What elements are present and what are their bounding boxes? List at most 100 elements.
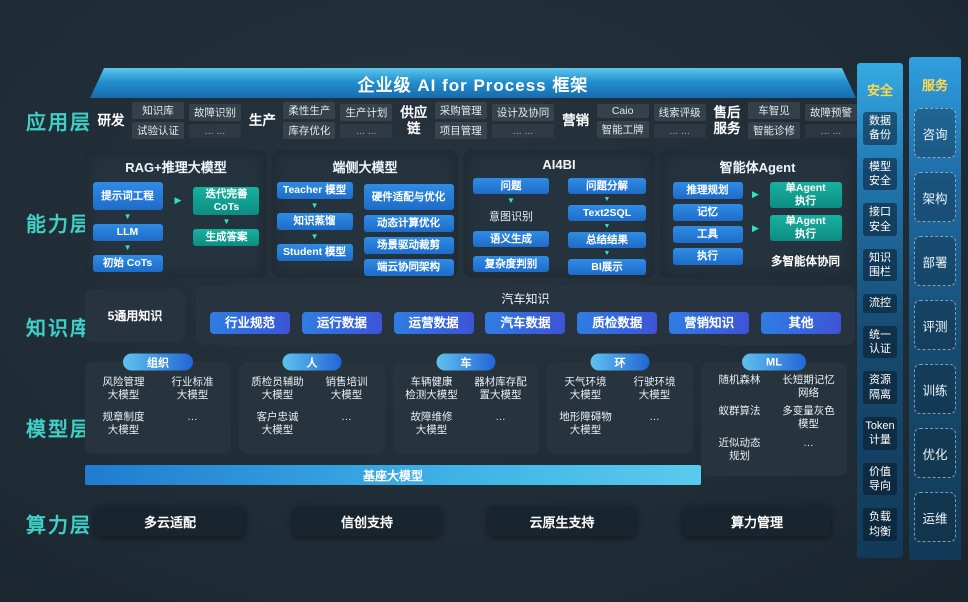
app-col: 采购管理 项目管理 — [434, 102, 487, 139]
security-item: 接口安全 — [863, 203, 897, 236]
compute-item-cloud-native: 云原生支持 — [488, 506, 636, 536]
security-header: 安全 — [866, 83, 893, 99]
app-section-after-sales: 售后服务 车智见 智能诊修 故障预警 ... ... — [711, 102, 857, 139]
model-cells: 天气环境 大模型 行驶环境 大模型 地形障碍物 大模型 … — [547, 362, 693, 442]
app-col: 故障识别 ... ... — [189, 103, 241, 138]
app-item: 线索评级 — [653, 103, 706, 121]
app-section-marketing: 营销 Caio 智能工牌 线索评级 ... ... — [560, 103, 706, 138]
service-item: 咨询 — [914, 108, 956, 158]
flow-node: 提示词工程 — [92, 182, 163, 210]
model-cell: 客户忠诚 大模型 — [256, 411, 299, 437]
flow-node: 生成答案 — [193, 229, 260, 246]
app-section-name: 生产 — [248, 112, 276, 128]
services-header: 服务 — [921, 78, 948, 93]
flow-column: 提示词工程 ▼ LLM ▼ 初始 CoTs — [91, 182, 165, 272]
flow-node: 单Agent 执行 — [769, 182, 842, 208]
app-section-rnd: 研发 知识库 试验认证 故障识别 ... ... — [95, 102, 241, 139]
cap-body: 推理规划 记忆 工具 执行 ▶ ▶ 单Agent 执行 单Agent 执行 多智… — [660, 176, 855, 269]
model-cell: 规章制度 大模型 — [102, 411, 145, 437]
app-item: 智能诊修 — [748, 122, 800, 139]
app-col: Caio 智能工牌 — [596, 103, 649, 138]
flow-node: 端云协同架构 — [363, 259, 454, 276]
service-item: 架构 — [914, 172, 956, 222]
model-cell: 蚁群算法 — [718, 405, 761, 418]
model-cells: 车辆健康 检测大模型 器材库存配 置大模型 故障维修 大模型 … — [393, 362, 539, 442]
flow-text: 意图识别 — [489, 211, 533, 223]
app-section-name: 研发 — [97, 112, 125, 128]
flow-node: Teacher 模型 — [276, 182, 353, 199]
flow-node: LLM — [92, 224, 163, 241]
flow-column: 单Agent 执行 单Agent 执行 多智能体协同 — [768, 182, 844, 269]
knowledge-item-button: 行业规范 — [210, 312, 290, 334]
app-item: Caio — [596, 103, 649, 118]
model-cell: 车辆健康 检测大模型 — [405, 376, 458, 402]
model-cell: … — [649, 411, 660, 424]
flow-node: 场景驱动裁剪 — [363, 237, 454, 254]
model-cell: 行业标准 大模型 — [171, 376, 214, 402]
flow-node: 工具 — [672, 226, 743, 243]
app-col: 线索评级 ... ... — [653, 103, 706, 138]
model-group-pill: 环 — [590, 353, 650, 371]
multi-agent-note: 多智能体协同 — [771, 256, 840, 268]
capability-layer-row: RAG+推理大模型 提示词工程 ▼ LLM ▼ 初始 CoTs ▶ 迭代完善 C… — [85, 150, 855, 278]
flow-column: Teacher 模型 ▼ 知识蒸馏 ▼ Student 模型 — [276, 182, 353, 276]
app-item: 故障预警 — [805, 103, 857, 121]
app-col: 故障预警 ... ... — [805, 103, 857, 138]
model-cell: … — [187, 411, 198, 424]
security-item: Token计量 — [863, 417, 897, 450]
capability-box-title: AI4BI — [542, 157, 576, 172]
app-item: 车智见 — [748, 102, 800, 119]
app-item: 柔性生产 — [283, 102, 336, 119]
arrow-down-icon: ▼ — [123, 243, 132, 252]
flow-node: 动态计算优化 — [363, 215, 454, 232]
model-group-organization: 组织 风险管理 大模型 行业标准 大模型 规章制度 大模型 … — [85, 353, 231, 454]
arrow-right-icon: ▶ — [752, 223, 759, 233]
model-cell: 长短期记忆 网络 — [782, 374, 835, 400]
flow-node: 迭代完善 CoTs — [193, 187, 260, 215]
app-item: 生产计划 — [340, 103, 393, 121]
model-group-pill: ML — [742, 353, 806, 371]
model-cell: 销售培训 大模型 — [325, 376, 368, 402]
service-item: 评测 — [914, 300, 956, 350]
arrow-down-icon: ▼ — [603, 196, 611, 203]
auto-knowledge-box: 汽车知识 行业规范 运行数据 运营数据 汽车数据 质检数据 营销知识 其他 — [196, 286, 855, 345]
flow-node: Student 模型 — [276, 244, 353, 261]
app-item: 项目管理 — [434, 122, 487, 139]
app-col: 设计及协同 ... ... — [491, 103, 555, 138]
security-item: 价值导向 — [863, 462, 897, 496]
flow-node: BI展示 — [568, 259, 646, 275]
model-cell: 随机森林 — [718, 374, 761, 386]
model-cell: 近似动态 规划 — [718, 436, 761, 462]
flow-column: 问题分解 ▼ Text2SQL ▼ 总结结果 ▼ BI展示 — [567, 178, 647, 275]
capability-box-rag: RAG+推理大模型 提示词工程 ▼ LLM ▼ 初始 CoTs ▶ 迭代完善 C… — [85, 150, 267, 278]
model-group-person: 人 质检员辅助 大模型 销售培训 大模型 客户忠诚 大模型 … — [239, 353, 385, 454]
app-item: 采购管理 — [434, 102, 487, 119]
flow-node: 初始 CoTs — [92, 255, 163, 272]
app-col: 生产计划 ... ... — [340, 103, 393, 138]
security-item: 负载均衡 — [863, 508, 897, 541]
model-cells: 随机森林 长短期记忆 网络 蚁群算法 多变量灰色 模型 近似动态 规划 … — [701, 362, 847, 467]
arrow-down-icon: ▼ — [507, 196, 515, 205]
flow-node: 问题分解 — [568, 178, 646, 194]
app-section-name: 营销 — [562, 112, 590, 128]
model-cell: … — [495, 411, 506, 424]
service-item: 训练 — [914, 364, 956, 414]
flow-node: 推理规划 — [672, 182, 743, 199]
app-item-more: ... ... — [340, 123, 393, 138]
arrow-down-icon: ▼ — [310, 201, 319, 210]
service-item: 运维 — [914, 492, 956, 542]
model-cells: 风险管理 大模型 行业标准 大模型 规章制度 大模型 … — [85, 362, 231, 442]
model-group-environment: 环 天气环境 大模型 行驶环境 大模型 地形障碍物 大模型 … — [547, 353, 693, 454]
flow-node: 问题 — [473, 178, 549, 194]
app-section-production: 生产 柔性生产 库存优化 生产计划 ... ... — [246, 102, 393, 139]
layer-label-model: 模型层 — [26, 419, 92, 441]
flow-node: 执行 — [672, 248, 743, 265]
model-cell: 质检员辅助 大模型 — [251, 376, 304, 402]
layer-label-knowledge: 知识库 — [26, 318, 92, 340]
security-item: 统一认证 — [863, 325, 897, 359]
flow-node: 记忆 — [672, 204, 743, 221]
arrow-down-icon: ▼ — [310, 232, 319, 241]
service-item: 部署 — [914, 236, 956, 286]
arrow-down-icon: ▼ — [222, 217, 231, 226]
